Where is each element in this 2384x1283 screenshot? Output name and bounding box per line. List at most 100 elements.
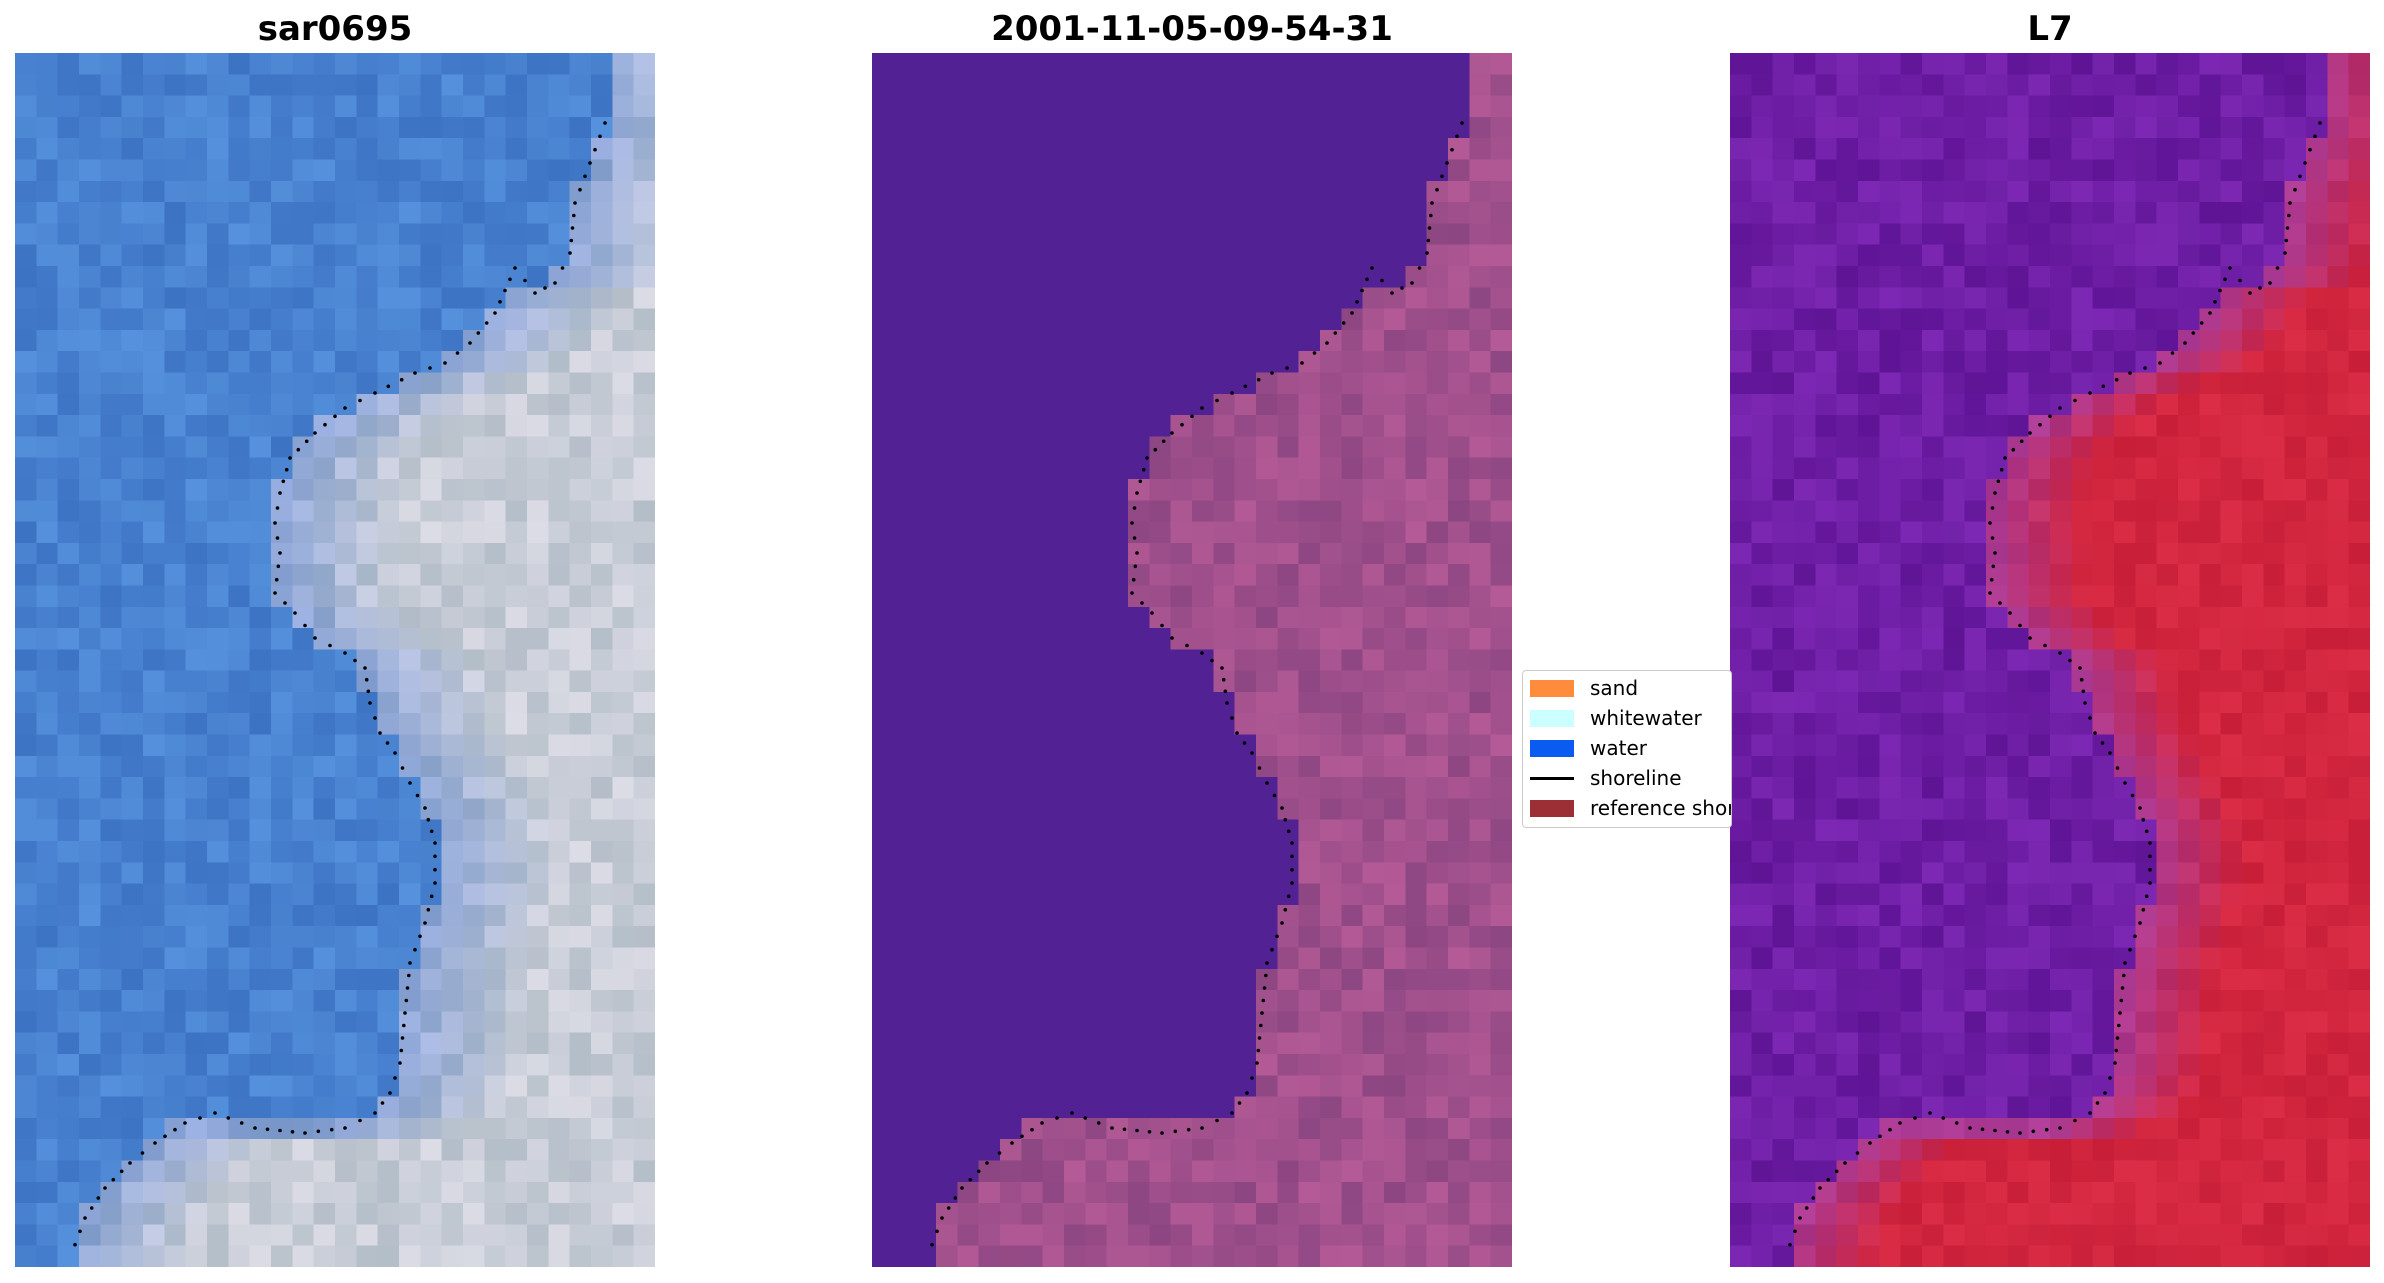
shoreline-point xyxy=(1286,894,1291,899)
shoreline-point xyxy=(1010,1141,1014,1145)
shoreline-point xyxy=(1132,506,1137,510)
shoreline-point xyxy=(484,321,489,325)
shoreline-point xyxy=(2018,623,2022,628)
shoreline-point xyxy=(111,1177,116,1182)
shoreline-point xyxy=(2141,907,2146,912)
shoreline-point xyxy=(183,1121,187,1125)
shoreline-point xyxy=(1878,1134,1882,1139)
shoreline-point xyxy=(399,377,404,382)
shoreline-point xyxy=(2028,636,2032,640)
shoreline-point xyxy=(2248,291,2252,295)
shoreline-point xyxy=(1440,174,1444,179)
shoreline-point xyxy=(1280,921,1284,925)
water-swatch xyxy=(1530,739,1574,757)
shoreline-point xyxy=(1272,793,1277,798)
shoreline-point xyxy=(2081,689,2086,694)
shoreline-point xyxy=(313,431,317,435)
shoreline-overlay xyxy=(930,121,1464,1247)
shoreline-point xyxy=(343,406,347,410)
shoreline-point xyxy=(1200,651,1204,655)
shoreline-point xyxy=(560,266,565,270)
shoreline-point xyxy=(1180,422,1184,427)
shoreline-point xyxy=(2119,998,2124,1003)
shoreline-point xyxy=(2115,766,2120,770)
shoreline-point xyxy=(281,479,286,484)
shoreline-point xyxy=(2038,422,2042,427)
shoreline-point xyxy=(393,751,397,755)
legend-label: sand xyxy=(1590,676,1639,700)
shoreline-point xyxy=(83,1216,87,1220)
shoreline-point xyxy=(1999,467,2004,472)
shoreline-point xyxy=(358,398,362,403)
shoreline-point xyxy=(588,161,592,165)
shoreline-point xyxy=(1868,1141,1872,1145)
shoreline-point xyxy=(573,201,577,205)
shoreline-point xyxy=(1200,406,1204,410)
shoreline-point xyxy=(304,439,309,444)
shoreline-point xyxy=(1954,1121,1959,1125)
shoreline-point xyxy=(1262,986,1267,990)
shoreline-point xyxy=(1445,161,1449,165)
shoreline-point xyxy=(2095,1101,2100,1105)
shoreline-point xyxy=(316,1129,321,1134)
shoreline-point xyxy=(1133,564,1138,569)
shoreline-point xyxy=(578,187,582,192)
shoreline-point xyxy=(1245,1091,1249,1095)
shoreline-point xyxy=(1030,1127,1034,1132)
legend: sand whitewater water shoreline referenc… xyxy=(1522,670,1732,828)
shoreline-point xyxy=(278,491,282,495)
shoreline-point xyxy=(2093,731,2097,735)
shoreline-point xyxy=(2011,447,2016,452)
shoreline-point xyxy=(2170,351,2175,355)
shoreline-point xyxy=(388,1091,392,1095)
shoreline-point xyxy=(985,1161,989,1165)
shoreline-point xyxy=(273,521,277,525)
shoreline-point xyxy=(303,623,307,628)
shoreline-point xyxy=(468,341,472,345)
index-image-panel xyxy=(1730,53,2370,1267)
shoreline-point xyxy=(323,422,327,427)
shoreline-point xyxy=(2108,1076,2112,1080)
shoreline-point xyxy=(1040,1121,1044,1125)
shoreline-point xyxy=(1333,331,1338,335)
shoreline-point xyxy=(1250,751,1254,755)
shoreline-point xyxy=(303,1131,307,1135)
shoreline-point xyxy=(1450,147,1454,152)
shoreline-point xyxy=(1341,321,1346,325)
shoreline-point xyxy=(284,467,289,472)
shoreline-point xyxy=(503,288,507,293)
shoreline-point xyxy=(278,551,282,555)
shoreline-point xyxy=(940,1216,944,1220)
shoreline-point xyxy=(572,213,576,218)
shoreline-point xyxy=(1990,506,1995,510)
legend-item-sand: sand xyxy=(1530,674,1638,702)
rgb-image-panel xyxy=(15,53,655,1267)
shoreline-point xyxy=(1290,841,1294,845)
shoreline-point xyxy=(1913,1116,1917,1120)
shoreline-point xyxy=(2303,161,2307,165)
shoreline-point xyxy=(2128,371,2132,375)
shoreline-point xyxy=(1370,266,1374,270)
shoreline-point xyxy=(1365,277,1369,282)
shoreline-point xyxy=(1998,601,2002,605)
shoreline-point xyxy=(1788,1242,1792,1247)
shoreline-point xyxy=(2308,147,2312,152)
legend-label: reference shoreline xyxy=(1590,796,1732,820)
shoreline-point xyxy=(1826,1177,1831,1182)
shoreline-point xyxy=(2138,806,2142,810)
shoreline-point xyxy=(2148,841,2152,845)
shoreline-point xyxy=(2141,817,2146,822)
shoreline-point xyxy=(358,1118,362,1123)
legend-label: whitewater xyxy=(1590,706,1702,730)
shoreline-point xyxy=(1793,1229,1797,1234)
shoreline-point xyxy=(1055,1116,1059,1120)
shoreline-point xyxy=(288,456,292,460)
shoreline-point xyxy=(1130,521,1134,525)
shoreline-point xyxy=(960,1186,964,1190)
shoreline-point xyxy=(1020,1134,1024,1139)
shoreline-point xyxy=(1400,286,1404,290)
shoreline-point xyxy=(1256,377,1261,382)
shoreline-point xyxy=(568,251,572,255)
shoreline-point xyxy=(1260,1011,1264,1015)
shoreline-point xyxy=(1161,439,1166,444)
